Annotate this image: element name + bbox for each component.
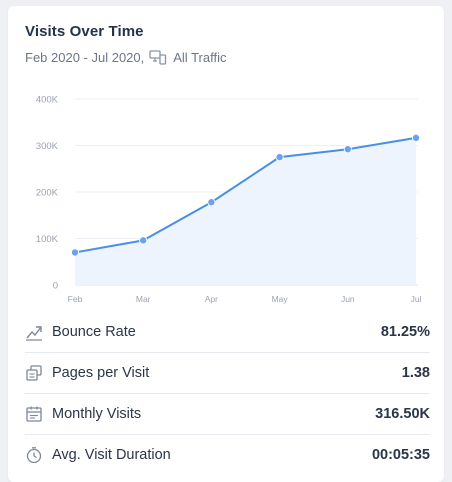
metric-label: Bounce Rate — [52, 324, 136, 340]
bounce-rate-icon — [25, 323, 43, 341]
metric-label: Monthly Visits — [52, 406, 142, 422]
metrics-list: Bounce Rate 81.25% Pages per Visit 1.38 Mont… — [25, 312, 430, 475]
x-tick-label: Jul — [411, 294, 422, 304]
data-point — [71, 248, 80, 257]
x-tick-label: Feb — [68, 294, 83, 304]
metric-value: 81.25% — [380, 324, 430, 340]
metric-value: 1.38 — [401, 365, 430, 381]
series-line — [74, 136, 417, 254]
y-tick-label: 400K — [36, 95, 59, 106]
metric-value: 00:05:35 — [371, 447, 430, 463]
devices-icon — [149, 49, 167, 65]
card-subtitle: Feb 2020 - Jul 2020, All Traffic — [25, 49, 226, 65]
visits-over-time-card: Visits Over Time Feb 2020 - Jul 2020, Al… — [8, 6, 444, 482]
data-point — [343, 145, 352, 154]
series-area — [75, 137, 416, 285]
card-title: Visits Over Time — [25, 23, 144, 40]
y-tick-label: 0 — [53, 281, 58, 292]
metric-label: Avg. Visit Duration — [52, 447, 171, 463]
visits-chart: 0 100K 200K 300K 400K Feb Mar Apr May Jun Jul — [36, 95, 422, 305]
metric-row: Pages per Visit 1.38 — [25, 352, 430, 393]
metric-label: Pages per Visit — [52, 365, 150, 381]
data-point — [275, 153, 284, 162]
x-tick-label: May — [272, 294, 289, 304]
pages-icon — [25, 364, 43, 382]
y-tick-label: 100K — [36, 234, 59, 245]
data-point — [139, 236, 148, 245]
x-tick-label: Mar — [136, 294, 151, 304]
metric-row: Monthly Visits 316.50K — [25, 393, 430, 434]
data-point — [411, 133, 420, 142]
date-range: Feb 2020 - Jul 2020, — [25, 49, 145, 65]
y-tick-label: 200K — [36, 188, 59, 199]
y-tick-label: 300K — [36, 141, 59, 152]
metric-row: Bounce Rate 81.25% — [25, 312, 430, 352]
metric-row: Avg. Visit Duration 00:05:35 — [25, 434, 430, 475]
calendar-icon — [25, 405, 43, 423]
data-point — [207, 198, 216, 207]
x-tick-label: Apr — [205, 294, 218, 304]
stopwatch-icon — [25, 446, 43, 464]
traffic-filter[interactable]: All Traffic — [173, 49, 227, 65]
metric-value: 316.50K — [375, 406, 430, 422]
x-tick-label: Jun — [341, 294, 355, 304]
